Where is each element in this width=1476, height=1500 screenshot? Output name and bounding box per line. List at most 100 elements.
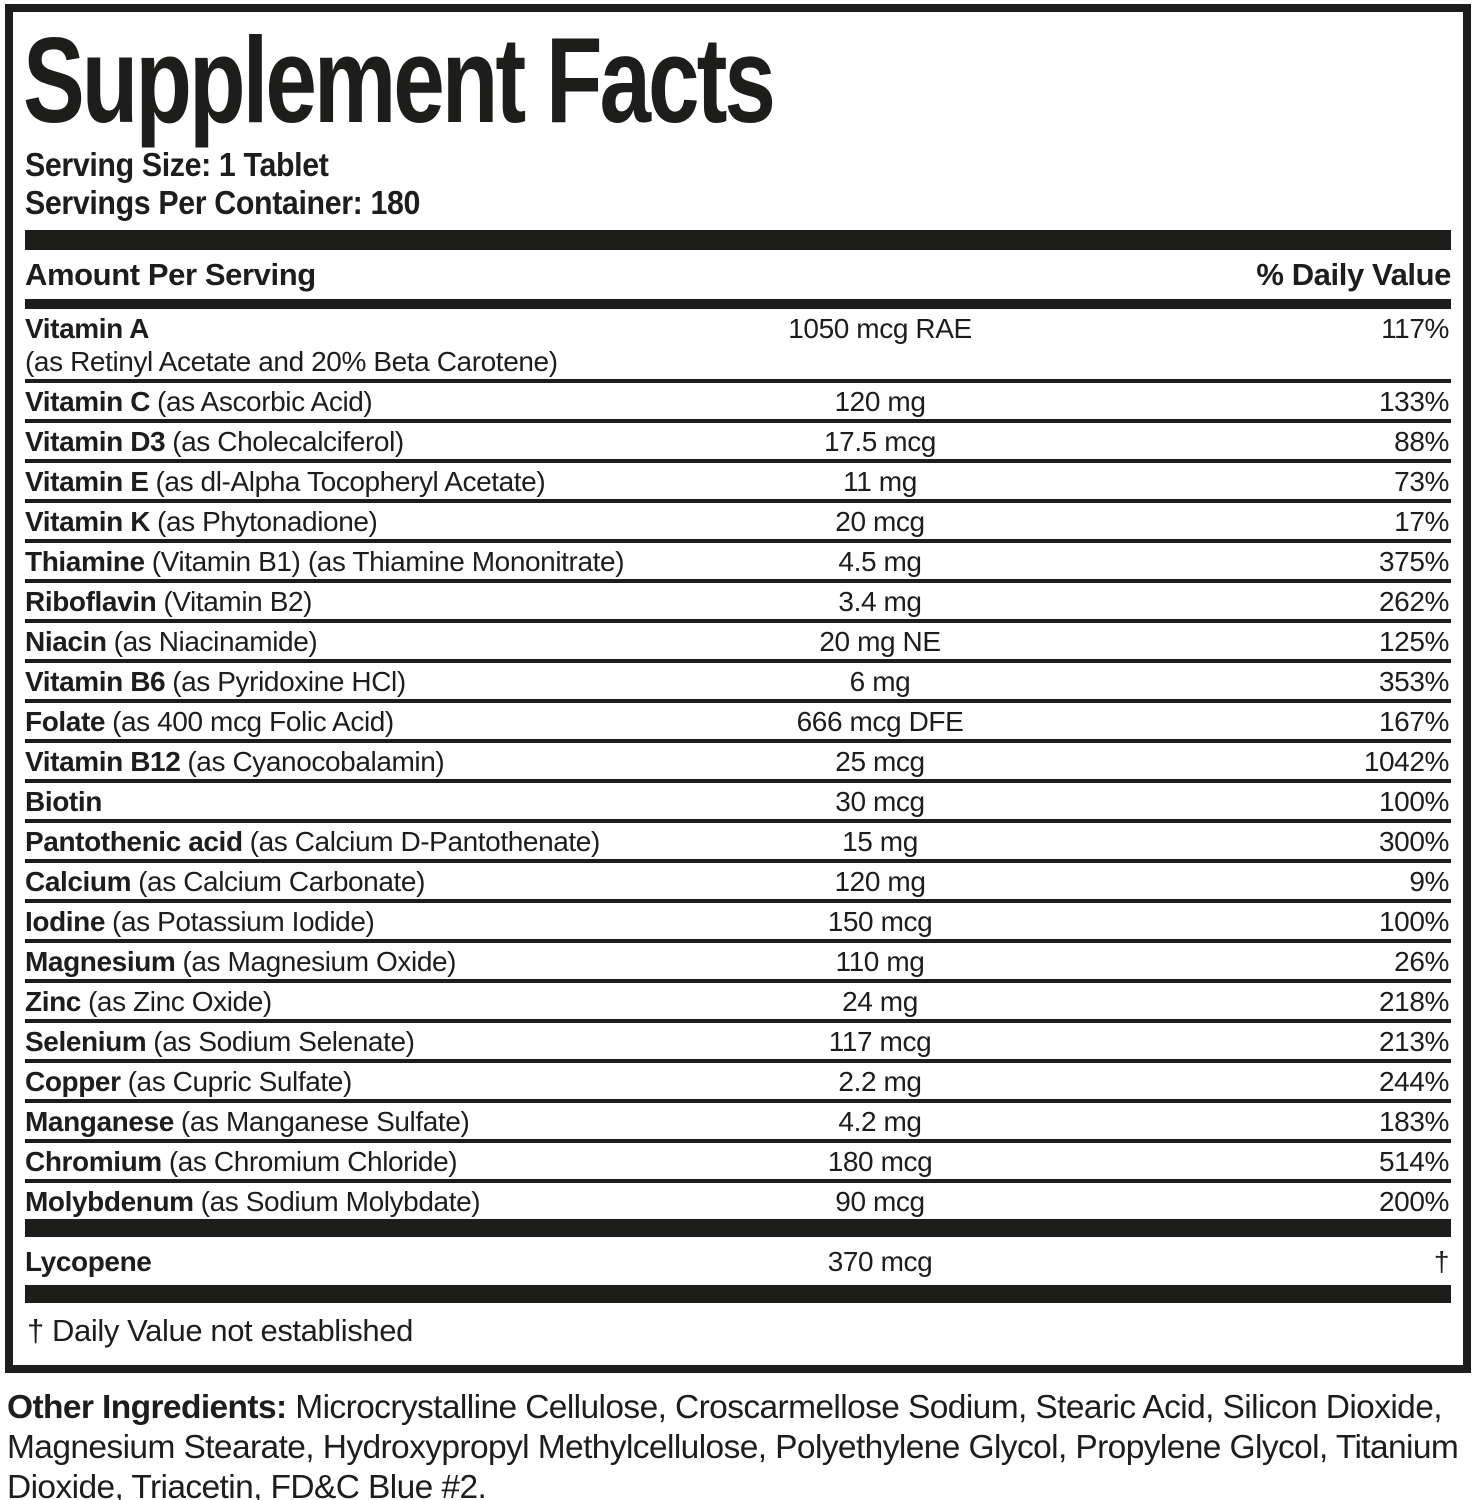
nutrient-dv: 183%	[1378, 1106, 1449, 1138]
nutrient-name: Biotin	[25, 786, 102, 818]
nutrient-name-cell: Vitamin A (as Retinyl Acetate and 20% Bet…	[25, 312, 665, 378]
nutrient-dv: 514%	[1378, 1146, 1449, 1178]
nutrient-name: Zinc	[25, 986, 81, 1018]
nutrient-name-cell: Lycopene	[25, 1245, 665, 1278]
nutrient-amount: 1050 mcg RAE	[788, 313, 972, 345]
nutrient-name: Vitamin D3	[25, 426, 166, 458]
nutrient-dv: 1042%	[1363, 746, 1450, 778]
nutrient-table: Vitamin A (as Retinyl Acetate and 20% Bet…	[25, 309, 1451, 1219]
nutrient-amount: 180 mcg	[827, 1146, 933, 1178]
nutrient-dv: 200%	[1378, 1186, 1449, 1218]
other-ingredients-text: Microcrystalline Cellulose, Croscarmello…	[7, 1389, 1459, 1500]
nutrient-dv: 100%	[1378, 786, 1449, 818]
servings-per-container-line: Servings Per Container: 180	[25, 184, 421, 222]
nutrient-amount: 24 mg	[842, 986, 918, 1018]
nutrient-row: Vitamin D3 (as Cholecalciferol) 17.5 mcg …	[25, 423, 1451, 464]
nutrient-dv: 26%	[1394, 946, 1449, 978]
nutrient-detail: (as Phytonadione)	[157, 506, 378, 538]
nutrient-detail: (as Cholecalciferol)	[172, 426, 404, 458]
nutrient-name: Vitamin C	[25, 386, 151, 418]
nutrient-name: Selenium	[25, 1026, 147, 1058]
nutrient-name: Riboflavin	[25, 586, 157, 618]
nutrient-detail: (as Retinyl Acetate and 20% Beta Caroten…	[25, 346, 558, 378]
nutrient-name: Copper	[25, 1066, 121, 1098]
nutrient-name-cell: Folate (as 400 mcg Folic Acid)	[25, 705, 665, 738]
nutrient-detail: (as Magnesium Oxide)	[182, 946, 457, 978]
divider-thick-below-lycopene	[25, 1285, 1451, 1304]
daily-value-footnote: † Daily Value not established	[27, 1313, 413, 1349]
nutrient-dv: 300%	[1378, 826, 1449, 858]
nutrient-name-cell: Copper (as Cupric Sulfate)	[25, 1065, 665, 1098]
nutrient-dv: †	[1433, 1246, 1450, 1278]
nutrient-dv: 73%	[1394, 466, 1449, 498]
nutrient-detail: (as 400 mcg Folic Acid)	[112, 706, 394, 738]
nutrient-amount: 120 mg	[834, 866, 926, 898]
nutrient-dv: 17%	[1394, 506, 1449, 538]
nutrient-row: Selenium (as Sodium Selenate) 117 mcg 213…	[25, 1023, 1451, 1064]
nutrient-dv: 167%	[1378, 706, 1449, 738]
nutrient-amount: 666 mcg DFE	[796, 706, 964, 738]
nutrient-name: Chromium	[25, 1146, 162, 1178]
nutrient-name-cell: Vitamin C (as Ascorbic Acid)	[25, 385, 665, 418]
nutrient-detail: (as Manganese Sulfate)	[180, 1106, 470, 1138]
nutrient-row-lycopene: Lycopene 370 mcg †	[25, 1237, 1451, 1285]
daily-value-header: % Daily Value	[1256, 257, 1451, 293]
nutrient-name: Vitamin A	[25, 313, 149, 345]
nutrient-name-cell: Riboflavin (Vitamin B2)	[25, 585, 665, 618]
nutrient-name-cell: Vitamin K (as Phytonadione)	[25, 505, 665, 538]
nutrient-name-cell: Biotin	[25, 785, 665, 818]
nutrient-detail: (Vitamin B2)	[163, 586, 313, 618]
nutrient-amount: 4.2 mg	[838, 1106, 922, 1138]
nutrient-amount: 117 mcg	[828, 1026, 932, 1058]
nutrient-dv: 353%	[1378, 666, 1449, 698]
nutrient-name: Molybdenum	[25, 1186, 194, 1218]
nutrient-row: Vitamin K (as Phytonadione) 20 mcg 17%	[25, 503, 1451, 544]
nutrient-dv: 117%	[1381, 313, 1449, 345]
nutrient-detail: (as Cupric Sulfate)	[127, 1066, 353, 1098]
nutrient-row: Biotin 30 mcg 100%	[25, 783, 1451, 824]
nutrient-row: Zinc (as Zinc Oxide) 24 mg 218%	[25, 983, 1451, 1024]
nutrient-detail: (as dl-Alpha Tocopheryl Acetate)	[155, 466, 546, 498]
nutrient-amount: 20 mcg	[835, 506, 925, 538]
nutrient-name-cell: Molybdenum (as Sodium Molybdate)	[25, 1185, 665, 1218]
nutrient-row: Folate (as 400 mcg Folic Acid) 666 mcg DF…	[25, 703, 1451, 744]
nutrient-row: Vitamin E (as dl-Alpha Tocopheryl Acetate…	[25, 463, 1451, 504]
nutrient-detail: (as Ascorbic Acid)	[157, 386, 373, 418]
nutrient-row: Manganese (as Manganese Sulfate) 4.2 mg 1…	[25, 1103, 1451, 1144]
nutrient-row: Niacin (as Niacinamide) 20 mg NE 125%	[25, 623, 1451, 664]
nutrient-name-cell: Manganese (as Manganese Sulfate)	[25, 1105, 665, 1138]
nutrient-name: Magnesium	[25, 946, 176, 978]
nutrient-dv: 100%	[1378, 906, 1449, 938]
nutrient-amount: 4.5 mg	[838, 546, 922, 578]
nutrient-dv: 125%	[1378, 626, 1449, 658]
nutrient-detail: (as Sodium Selenate)	[153, 1026, 415, 1058]
nutrient-row: Pantothenic acid (as Calcium D-Pantothena…	[25, 823, 1451, 864]
nutrient-detail: (as Potassium Iodide)	[112, 906, 375, 938]
panel-title: Supplement Facts	[23, 12, 776, 148]
nutrient-row: Vitamin C (as Ascorbic Acid) 120 mg 133%	[25, 383, 1451, 424]
nutrient-name: Iodine	[25, 906, 106, 938]
nutrient-amount: 20 mg NE	[819, 626, 941, 658]
nutrient-name-cell: Calcium (as Calcium Carbonate)	[25, 865, 665, 898]
nutrient-amount: 150 mcg	[827, 906, 933, 938]
nutrient-name: Manganese	[25, 1106, 174, 1138]
nutrient-amount: 90 mcg	[835, 1186, 925, 1218]
nutrient-name-cell: Thiamine (Vitamin B1) (as Thiamine Mononi…	[25, 545, 665, 578]
nutrient-detail: (as Niacinamide)	[113, 626, 318, 658]
nutrient-amount: 17.5 mcg	[824, 426, 936, 458]
divider-thick-above-lycopene	[25, 1219, 1451, 1238]
nutrient-name: Vitamin K	[25, 506, 151, 538]
nutrient-name: Lycopene	[25, 1246, 152, 1278]
nutrient-amount: 110 mg	[835, 946, 925, 978]
nutrient-dv: 262%	[1378, 586, 1449, 618]
other-ingredients-label: Other Ingredients:	[7, 1389, 287, 1427]
nutrient-detail: (as Calcium Carbonate)	[138, 866, 425, 898]
nutrient-row: Vitamin B6 (as Pyridoxine HCl) 6 mg 353%	[25, 663, 1451, 704]
nutrient-name-cell: Selenium (as Sodium Selenate)	[25, 1025, 665, 1058]
nutrient-name-cell: Vitamin B6 (as Pyridoxine HCl)	[25, 665, 665, 698]
nutrient-amount: 11 mg	[843, 466, 917, 498]
nutrient-name-cell: Vitamin D3 (as Cholecalciferol)	[25, 425, 665, 458]
nutrient-dv: 375%	[1378, 546, 1449, 578]
nutrient-amount: 15 mg	[842, 826, 918, 858]
nutrient-row: Vitamin A (as Retinyl Acetate and 20% Bet…	[25, 309, 1451, 384]
